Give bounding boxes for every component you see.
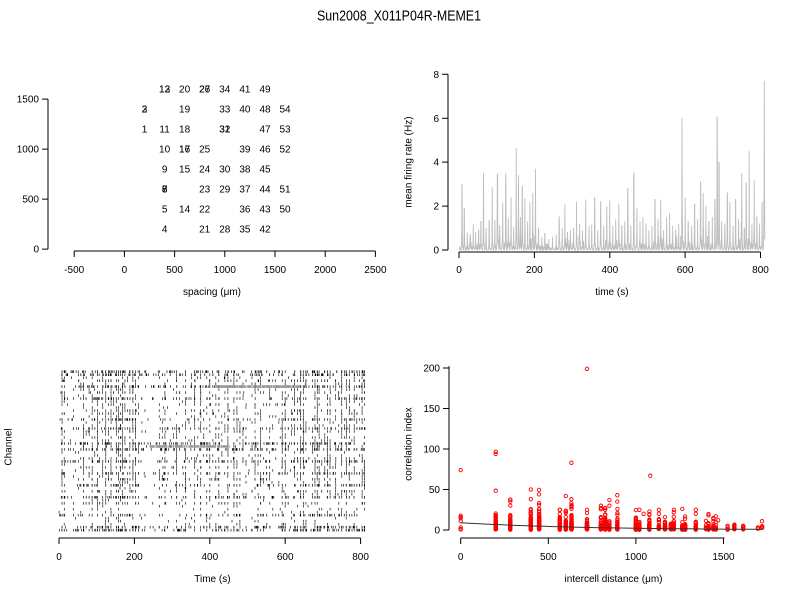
svg-text:28: 28	[219, 225, 231, 236]
svg-text:Time (s): Time (s)	[194, 574, 230, 585]
svg-text:4: 4	[433, 158, 439, 169]
svg-text:100: 100	[423, 445, 440, 456]
svg-text:0: 0	[458, 552, 464, 563]
svg-text:1000: 1000	[17, 145, 40, 156]
svg-text:2: 2	[142, 105, 148, 116]
svg-text:1500: 1500	[712, 552, 735, 563]
svg-text:39: 39	[239, 145, 251, 156]
svg-text:1: 1	[142, 125, 148, 136]
svg-text:30: 30	[219, 165, 231, 176]
svg-text:19: 19	[179, 105, 191, 116]
svg-text:500: 500	[540, 552, 557, 563]
svg-text:49: 49	[259, 85, 271, 96]
svg-text:2500: 2500	[364, 265, 387, 276]
svg-text:32: 32	[219, 125, 231, 136]
svg-text:12: 12	[159, 85, 171, 96]
svg-text:48: 48	[259, 105, 271, 116]
svg-text:36: 36	[239, 205, 251, 216]
svg-text:800: 800	[752, 265, 769, 276]
svg-text:200: 200	[423, 364, 440, 375]
svg-text:150: 150	[423, 404, 440, 415]
svg-text:33: 33	[219, 105, 231, 116]
svg-text:time (s): time (s)	[595, 287, 628, 298]
svg-text:20: 20	[179, 85, 191, 96]
svg-text:42: 42	[259, 225, 271, 236]
svg-text:mean firing rate (Hz): mean firing rate (Hz)	[403, 116, 414, 207]
svg-text:0: 0	[456, 265, 462, 276]
svg-text:200: 200	[526, 265, 543, 276]
svg-text:26: 26	[199, 85, 211, 96]
svg-text:22: 22	[199, 205, 211, 216]
svg-text:8: 8	[433, 70, 439, 81]
svg-text:25: 25	[199, 145, 211, 156]
svg-text:2: 2	[433, 202, 439, 213]
svg-text:0: 0	[56, 552, 62, 563]
svg-text:Sun2008_X011P04R-MEME1: Sun2008_X011P04R-MEME1	[317, 9, 481, 25]
svg-text:27: 27	[199, 85, 211, 96]
svg-text:50: 50	[429, 485, 441, 496]
svg-text:13: 13	[159, 85, 171, 96]
svg-text:45: 45	[259, 165, 271, 176]
svg-text:11: 11	[159, 125, 170, 136]
svg-text:17: 17	[179, 145, 191, 156]
svg-text:0: 0	[122, 265, 128, 276]
svg-text:1500: 1500	[264, 265, 287, 276]
svg-text:38: 38	[239, 165, 251, 176]
svg-text:600: 600	[677, 265, 694, 276]
svg-text:44: 44	[259, 185, 271, 196]
svg-text:51: 51	[279, 185, 291, 196]
svg-text:41: 41	[239, 85, 251, 96]
svg-text:500: 500	[22, 195, 39, 206]
svg-text:4: 4	[162, 225, 168, 236]
svg-text:9: 9	[162, 165, 168, 176]
svg-text:47: 47	[259, 125, 271, 136]
svg-text:46: 46	[259, 145, 271, 156]
svg-text:correlation index: correlation index	[403, 407, 414, 480]
svg-text:7: 7	[162, 185, 168, 196]
svg-text:16: 16	[179, 145, 191, 156]
svg-text:34: 34	[219, 85, 231, 96]
svg-text:3: 3	[142, 105, 148, 116]
svg-text:400: 400	[201, 552, 218, 563]
svg-text:Channel: Channel	[3, 428, 14, 465]
svg-text:23: 23	[199, 185, 211, 196]
svg-text:0: 0	[433, 246, 439, 257]
svg-text:24: 24	[199, 165, 211, 176]
svg-text:29: 29	[219, 185, 231, 196]
svg-text:1500: 1500	[17, 95, 40, 106]
svg-text:35: 35	[239, 225, 251, 236]
svg-text:10: 10	[159, 145, 171, 156]
svg-text:6: 6	[433, 114, 439, 125]
svg-text:0: 0	[434, 526, 440, 537]
svg-text:0: 0	[33, 245, 39, 256]
svg-text:31: 31	[219, 125, 231, 136]
svg-text:40: 40	[239, 105, 251, 116]
svg-text:6: 6	[162, 185, 168, 196]
svg-text:52: 52	[279, 145, 291, 156]
svg-text:37: 37	[239, 185, 251, 196]
svg-text:200: 200	[126, 552, 143, 563]
svg-text:18: 18	[179, 125, 191, 136]
svg-text:800: 800	[352, 552, 369, 563]
svg-text:1000: 1000	[214, 265, 237, 276]
svg-text:600: 600	[277, 552, 294, 563]
svg-text:8: 8	[162, 185, 168, 196]
svg-text:500: 500	[166, 265, 183, 276]
svg-text:spacing (μm): spacing (μm)	[183, 287, 241, 298]
svg-text:43: 43	[259, 205, 271, 216]
svg-text:54: 54	[279, 105, 291, 116]
svg-text:5: 5	[162, 205, 168, 216]
svg-text:53: 53	[279, 125, 291, 136]
svg-text:15: 15	[179, 165, 191, 176]
svg-text:400: 400	[601, 265, 618, 276]
svg-text:21: 21	[199, 225, 211, 236]
svg-text:intercell distance (μm): intercell distance (μm)	[564, 574, 662, 585]
svg-text:1000: 1000	[625, 552, 648, 563]
svg-text:-500: -500	[64, 265, 84, 276]
svg-text:14: 14	[179, 205, 191, 216]
svg-text:2000: 2000	[314, 265, 337, 276]
svg-text:50: 50	[279, 205, 291, 216]
